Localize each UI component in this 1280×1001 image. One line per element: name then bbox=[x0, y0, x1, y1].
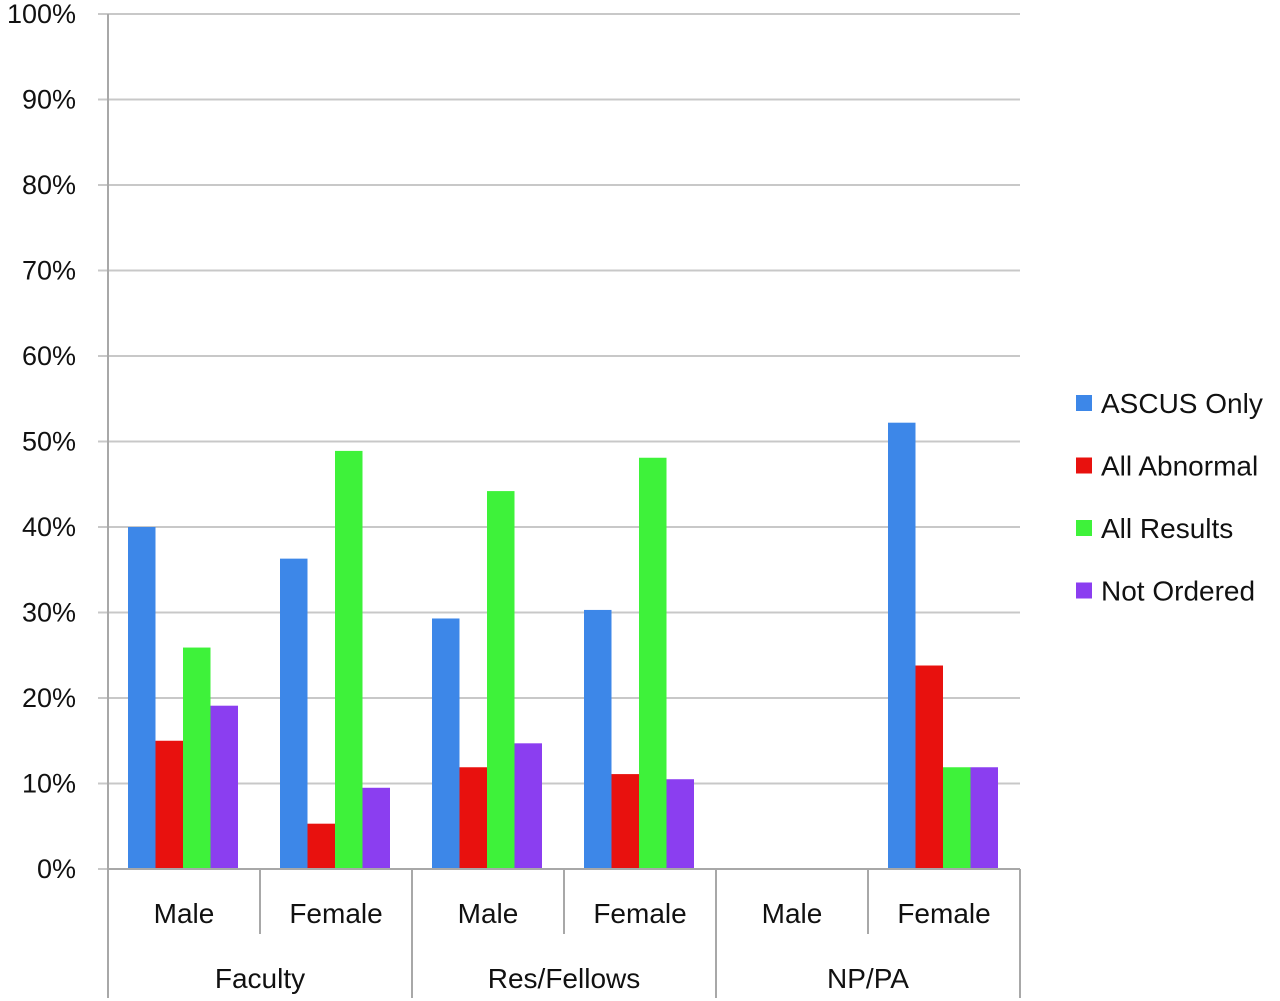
y-axis-ticks: 0% 10% 20% 30% 40% 50% 60% 70% 80% 90% 100% bbox=[7, 0, 76, 884]
bar bbox=[335, 450, 363, 869]
bar bbox=[459, 767, 487, 869]
x-tick-label: Male bbox=[154, 898, 215, 929]
x-tick-label: Female bbox=[897, 898, 990, 929]
bar bbox=[307, 823, 335, 869]
legend-swatch bbox=[1076, 582, 1092, 599]
legend-label: All Results bbox=[1101, 513, 1233, 544]
bars bbox=[128, 422, 998, 869]
x-tick-label: Male bbox=[762, 898, 823, 929]
x-tick-label: Female bbox=[593, 898, 686, 929]
bar bbox=[280, 558, 308, 869]
legend-swatch bbox=[1076, 395, 1092, 411]
y-tick-label: 0% bbox=[37, 854, 76, 884]
y-tick-label: 50% bbox=[22, 427, 76, 457]
bar bbox=[155, 740, 183, 869]
bar bbox=[362, 787, 390, 869]
bar bbox=[514, 743, 542, 869]
legend-swatch bbox=[1076, 520, 1092, 536]
bar bbox=[639, 457, 667, 869]
y-tick-label: 100% bbox=[7, 0, 76, 29]
y-tick-label: 20% bbox=[22, 683, 76, 713]
legend: ASCUS Only All Abnormal All Results Not Ord… bbox=[1076, 388, 1263, 607]
x-tick-label: Female bbox=[289, 898, 382, 929]
bar bbox=[432, 618, 460, 869]
gridlines bbox=[98, 13, 1020, 870]
bar bbox=[943, 767, 971, 869]
y-tick-label: 60% bbox=[22, 341, 76, 371]
legend-label: Not Ordered bbox=[1101, 576, 1255, 607]
bar bbox=[970, 767, 998, 869]
y-tick-label: 90% bbox=[22, 85, 76, 115]
y-tick-label: 40% bbox=[22, 512, 76, 542]
y-tick-label: 30% bbox=[22, 598, 76, 628]
bar bbox=[183, 647, 211, 869]
y-tick-label: 10% bbox=[22, 769, 76, 799]
y-tick-label: 70% bbox=[22, 256, 76, 286]
legend-label: All Abnormal bbox=[1101, 451, 1258, 482]
bar bbox=[210, 705, 238, 869]
bar bbox=[128, 527, 156, 869]
y-tick-label: 80% bbox=[22, 170, 76, 200]
x-group-label: NP/PA bbox=[827, 963, 909, 994]
legend-label: ASCUS Only bbox=[1101, 388, 1263, 419]
bar bbox=[915, 665, 943, 869]
x-axis: Male Female Male Female Male Female Faculty Res… bbox=[107, 14, 1021, 998]
bar bbox=[888, 422, 916, 869]
bar bbox=[611, 774, 639, 869]
x-tick-label: Male bbox=[458, 898, 519, 929]
x-group-label: Faculty bbox=[215, 963, 305, 994]
x-group-label: Res/Fellows bbox=[488, 963, 640, 994]
bar bbox=[666, 779, 694, 869]
legend-swatch bbox=[1076, 457, 1092, 474]
bar bbox=[487, 491, 515, 869]
bar bbox=[584, 609, 612, 869]
